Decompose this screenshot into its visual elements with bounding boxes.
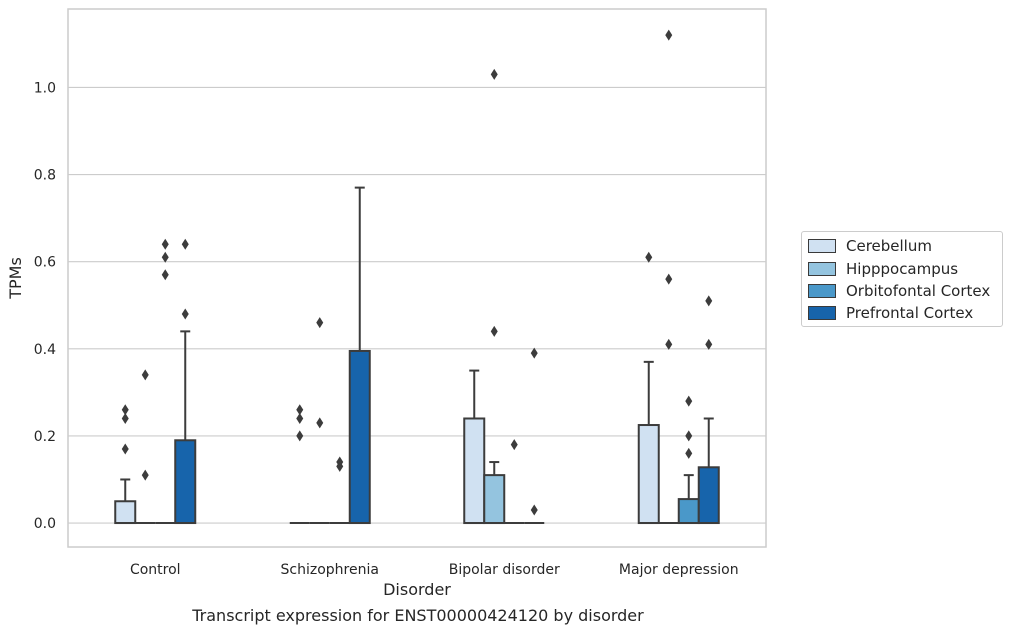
outlier-point: [645, 251, 653, 263]
box-cerebellum-major-depression: [637, 251, 660, 525]
y-tick-label: 0.6: [34, 255, 56, 271]
outlier-point: [316, 417, 324, 429]
outlier-point: [161, 238, 169, 250]
axis-ticks: 0.0 0.2 0.4 0.6 0.8 1.0 Control Schizophrenia Bi…: [34, 80, 739, 578]
y-tick-label: 0.4: [34, 342, 56, 358]
box-body: [677, 498, 700, 525]
legend: Cerebellum Hipppocampus Orbitofontal Cor…: [801, 231, 1003, 327]
legend-label-cerebellum: Cerebellum: [846, 237, 932, 255]
x-tick-label-control: Control: [130, 562, 181, 578]
box-body: [174, 439, 197, 525]
box-hipppocampus-control: [135, 369, 156, 525]
outlier-point: [121, 404, 129, 416]
box-body: [114, 500, 137, 525]
y-axis-label: TPMs: [6, 257, 25, 300]
box-prefrontal-cortex-schizophrenia: [348, 186, 371, 525]
outlier-point: [296, 404, 304, 416]
outlier-point: [161, 269, 169, 281]
box-body: [697, 466, 720, 525]
outlier-point: [316, 317, 324, 329]
x-axis-label: Disorder: [383, 580, 451, 599]
box-cerebellum-bipolar-disorder: [463, 369, 486, 525]
plot-frame: [67, 8, 767, 548]
box-hipppocampus-schizophrenia: [309, 317, 330, 525]
outlier-point: [141, 369, 149, 381]
legend-label-orbitofrontal-cortex: Orbitofontal Cortex: [846, 282, 991, 300]
outlier-point: [296, 430, 304, 442]
box-hipppocampus-bipolar-disorder: [483, 68, 506, 525]
y-tick-label: 1.0: [34, 80, 56, 96]
box-orbitofontal-cortex-schizophrenia: [329, 456, 350, 525]
legend-item-prefrontal-cortex: Prefrontal Cortex: [808, 304, 973, 322]
box-cerebellum-schizophrenia: [289, 404, 310, 525]
y-tick-label: 0.0: [34, 516, 56, 532]
legend-swatch-hippocampus: [808, 262, 836, 276]
x-tick-label-major-depression: Major depression: [619, 562, 739, 578]
outlier-point: [665, 273, 673, 285]
outlier-point: [296, 412, 304, 424]
gridlines: [68, 86, 766, 524]
box-body: [348, 349, 371, 525]
legend-swatch-orbitofrontal-cortex: [808, 284, 836, 298]
legend-label-hippocampus: Hipppocampus: [846, 260, 959, 278]
outlier-point: [336, 460, 344, 472]
outlier-point: [121, 443, 129, 455]
outlier-point: [181, 308, 189, 320]
outlier-point: [685, 395, 693, 407]
legend-item-orbitofrontal-cortex: Orbitofontal Cortex: [808, 282, 990, 300]
box-body: [637, 424, 660, 525]
outlier-point: [181, 238, 189, 250]
legend-label-prefrontal-cortex: Prefrontal Cortex: [846, 304, 974, 322]
box-prefrontal-cortex-bipolar-disorder: [524, 347, 545, 525]
outlier-point: [665, 338, 673, 350]
outlier-point: [685, 430, 693, 442]
outlier-point: [705, 338, 713, 350]
x-tick-label-bipolar-disorder: Bipolar disorder: [449, 562, 560, 578]
y-tick-label: 0.2: [34, 429, 56, 445]
box-body: [463, 417, 486, 525]
box-prefrontal-cortex-major-depression: [697, 295, 720, 525]
outlier-point: [141, 469, 149, 481]
box-plot-series: [114, 29, 720, 525]
figure-caption: Transcript expression for ENST0000042412…: [192, 606, 644, 625]
legend-swatch-cerebellum: [808, 239, 836, 253]
outlier-point: [685, 447, 693, 459]
x-tick-label-schizophrenia: Schizophrenia: [281, 562, 379, 578]
legend-swatch-prefrontal-cortex: [808, 306, 836, 320]
outlier-point: [161, 251, 169, 263]
outlier-point: [705, 295, 713, 307]
y-tick-label: 0.8: [34, 168, 56, 184]
outlier-point: [490, 325, 498, 337]
box-orbitofontal-cortex-control: [155, 238, 176, 525]
outlier-point: [665, 29, 673, 41]
outlier-point: [530, 504, 538, 516]
box-orbitofontal-cortex-major-depression: [677, 395, 700, 525]
box-prefrontal-cortex-control: [174, 238, 197, 525]
outlier-point: [510, 439, 518, 451]
box-hipppocampus-major-depression: [658, 29, 679, 525]
box-body: [483, 474, 506, 525]
box-cerebellum-control: [114, 404, 137, 525]
outlier-point: [530, 347, 538, 359]
legend-item-cerebellum: Cerebellum: [808, 237, 932, 255]
outlier-point: [490, 68, 498, 80]
outlier-point: [121, 412, 129, 424]
legend-item-hippocampus: Hipppocampus: [808, 260, 958, 278]
box-orbitofontal-cortex-bipolar-disorder: [504, 439, 525, 525]
